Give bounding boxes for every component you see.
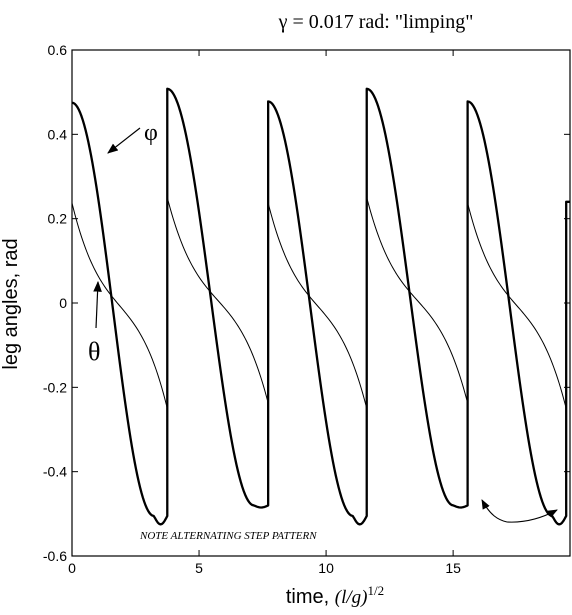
theta-annotation-label: θ (88, 337, 100, 366)
theta-series-line (71, 197, 567, 409)
y-tick-label: 0 (59, 295, 67, 311)
phi-series-line (71, 87, 572, 526)
note-annotation: NOTE ALTERNATING STEP PATTERN (139, 530, 317, 542)
y-tick-label: -0.4 (43, 464, 67, 480)
phi-annotation-arrow (107, 127, 141, 154)
y-axis-label: leg angles, rad (0, 238, 22, 369)
phi-annotation-label: φ (144, 120, 158, 146)
x-tick-label: 10 (318, 560, 334, 576)
theta-annotation-arrow (93, 280, 102, 329)
note-arrow-right (506, 509, 558, 523)
x-axis-label-main: time, (286, 586, 335, 608)
y-tick-label: 0.6 (48, 42, 68, 58)
x-axis-label-exponent: 1/2 (368, 583, 385, 598)
x-axis-ticks: 0 5 10 15 (68, 50, 461, 576)
x-tick-label: 15 (445, 560, 461, 576)
chart-title: γ = 0.017 rad: "limping" (278, 11, 474, 33)
y-axis-ticks: -0.6 -0.4 -0.2 0 0.2 0.4 0.6 (43, 42, 570, 564)
x-axis-label: time, (l/g)1/2 (286, 583, 384, 608)
y-tick-label: -0.2 (43, 379, 67, 395)
x-axis-label-units: (l/g) (335, 587, 368, 608)
y-tick-label: 0.4 (48, 126, 68, 142)
note-arrow-left (481, 499, 508, 523)
x-tick-label: 5 (195, 560, 203, 576)
y-tick-label: -0.6 (43, 548, 67, 564)
x-tick-label: 0 (68, 560, 76, 576)
series-layer (71, 87, 572, 526)
y-tick-label: 0.2 (48, 211, 68, 227)
